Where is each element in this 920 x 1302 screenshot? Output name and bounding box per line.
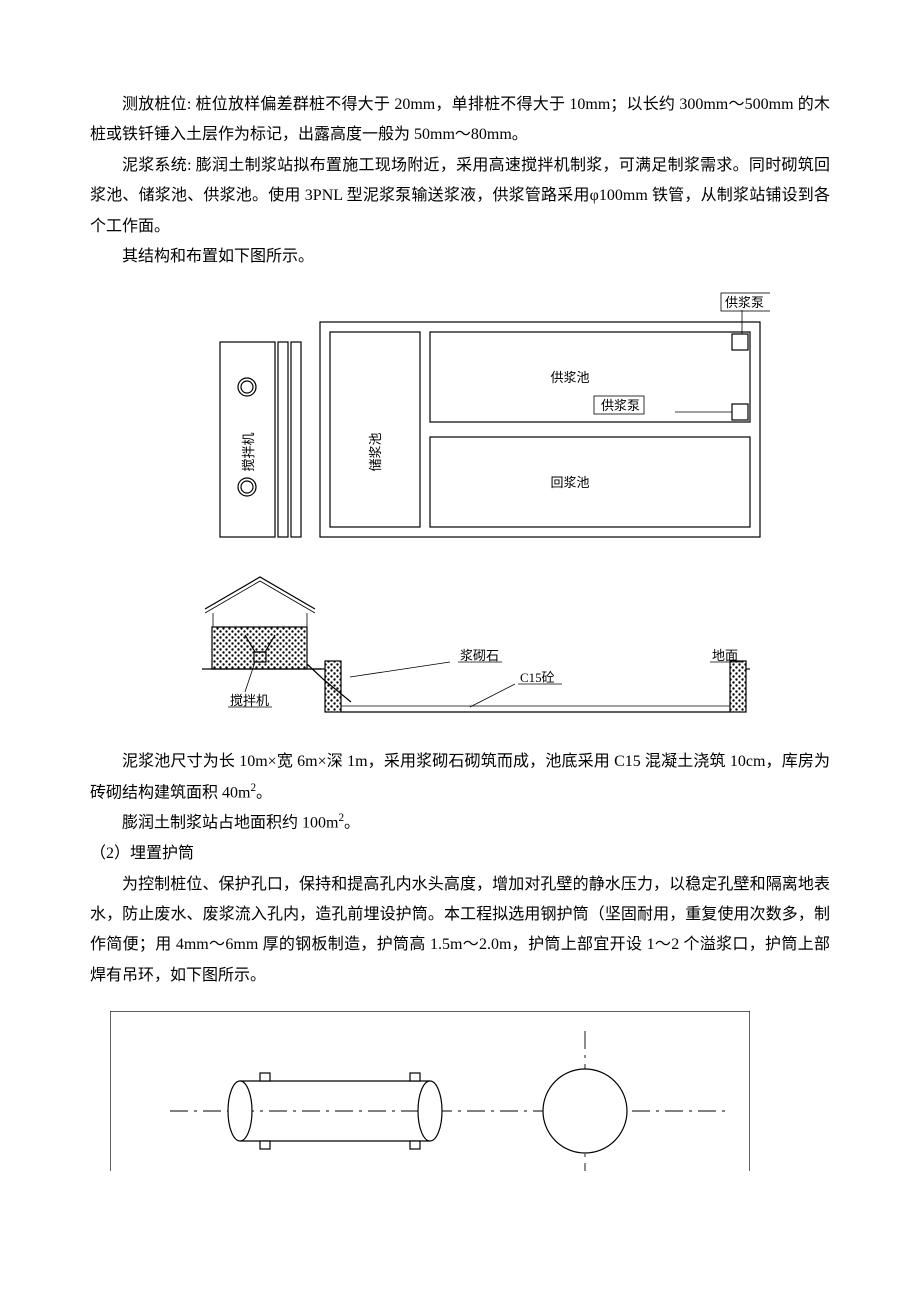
svg-text:供浆池: 供浆池: [550, 370, 589, 385]
svg-text:供浆泵: 供浆泵: [601, 398, 640, 413]
svg-text:回浆池: 回浆池: [550, 475, 589, 490]
paragraph-casing-desc: 为控制桩位、保护孔口，保持和提高孔内水头高度，增加对孔壁的静水压力，以稳定孔壁和…: [90, 870, 830, 992]
svg-text:搅拌机: 搅拌机: [230, 693, 269, 708]
paragraph-pool-size: 泥浆池尺寸为长 10m×宽 6m×深 1m，采用浆砌石砌筑而成，池底采用 C15…: [90, 747, 830, 808]
svg-text:C15砼: C15砼: [520, 670, 555, 685]
paragraph-station-area: 膨润土制浆站占地面积约 100m2。: [90, 808, 830, 839]
text: 。: [256, 784, 272, 801]
diagram-mud-plan: 供浆池回浆池储浆池搅拌机供浆泵供浆泵: [150, 292, 830, 547]
text: 膨润土制浆站占地面积约 100m: [122, 815, 338, 832]
paragraph-mud-system: 泥浆系统: 膨润土制浆站拟布置施工现场附近，采用高速搅拌机制浆，可满足制浆需求。…: [90, 151, 830, 242]
paragraph-structure-intro: 其结构和布置如下图所示。: [90, 242, 830, 272]
text: 。: [344, 815, 360, 832]
svg-text:浆砌石: 浆砌石: [460, 648, 499, 663]
diagram-mud-section: 浆砌石 C15砼 地面搅拌机: [150, 567, 830, 737]
text: 泥浆池尺寸为长 10m×宽 6m×深 1m，采用浆砌石砌筑而成，池底采用 C15…: [90, 753, 830, 801]
heading-casing: （2）埋置护筒: [90, 839, 830, 869]
svg-text:储浆池: 储浆池: [368, 433, 383, 472]
svg-text:地面: 地面: [712, 648, 738, 663]
diagram-casing: [110, 1011, 830, 1171]
svg-text:供浆泵: 供浆泵: [725, 295, 764, 310]
svg-text:搅拌机: 搅拌机: [241, 433, 256, 472]
paragraph-pile-position: 测放桩位: 桩位放样偏差群桩不得大于 20mm，单排桩不得大于 10mm；以长约…: [90, 90, 830, 151]
